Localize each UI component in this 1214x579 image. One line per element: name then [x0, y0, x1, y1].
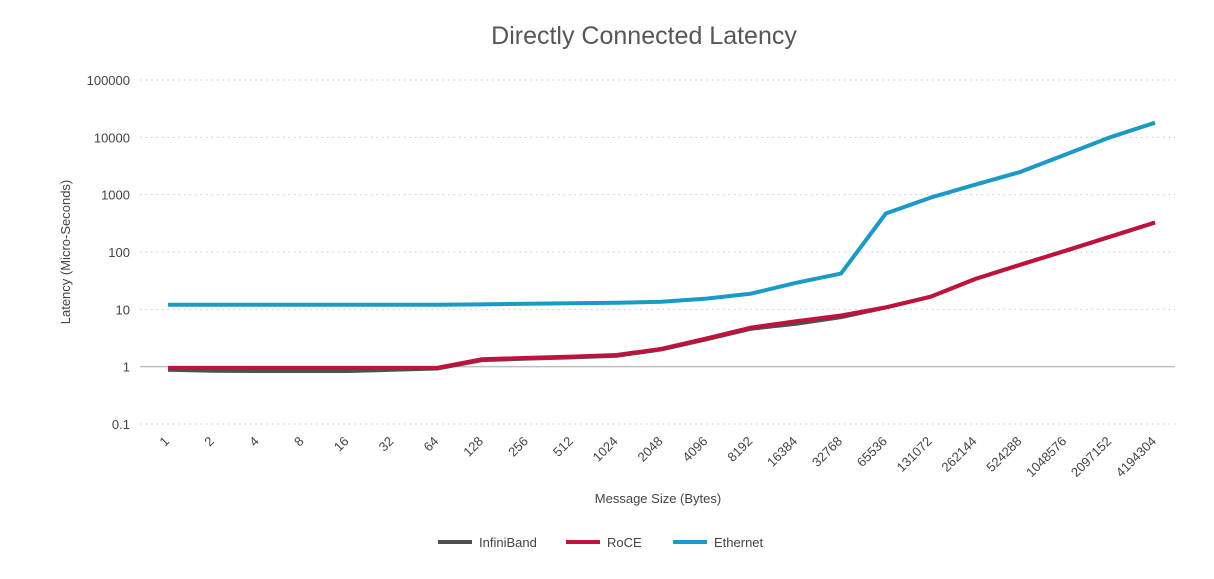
x-tick-label: 524288 [983, 434, 1024, 475]
x-tick-label: 131072 [894, 434, 935, 475]
x-tick-label: 16384 [764, 434, 800, 470]
y-tick-label: 100000 [87, 73, 130, 88]
y-tick-label: 1 [123, 360, 130, 375]
x-tick-label: 32 [376, 434, 397, 455]
y-tick-label: 0.1 [112, 417, 130, 432]
x-tick-label: 128 [460, 434, 486, 460]
x-tick-label: 512 [550, 434, 576, 460]
legend-label: Ethernet [714, 535, 764, 550]
legend-label: InfiniBand [479, 535, 537, 550]
x-tick-label: 1 [156, 434, 172, 450]
legend: InfiniBand RoCE Ethernet [438, 535, 764, 550]
x-tick-label: 64 [420, 434, 441, 455]
x-tick-label: 16 [331, 434, 352, 455]
x-tick-label: 8192 [724, 434, 755, 465]
x-tick-label: 65536 [854, 434, 890, 470]
series-line-ethernet [168, 120, 1156, 307]
x-tick-label: 2048 [635, 434, 666, 465]
x-tick-label: 32768 [809, 434, 845, 470]
y-tick-label: 10000 [94, 130, 130, 145]
x-tick-label: 4194304 [1113, 434, 1159, 480]
series-line-roce [168, 220, 1156, 370]
y-axis-label: Latency (Micro-Seconds) [58, 180, 73, 325]
y-tick-label: 10 [116, 302, 130, 317]
x-tick-label: 256 [505, 434, 531, 460]
x-tick-label: 4 [246, 434, 262, 450]
x-tick-label: 2 [201, 434, 217, 450]
chart-title: Directly Connected Latency [491, 22, 797, 50]
x-axis-label: Message Size (Bytes) [595, 491, 721, 506]
x-tick-label: 2097152 [1068, 434, 1114, 480]
x-tick-label: 4096 [679, 434, 710, 465]
x-tick-label: 8 [291, 434, 307, 450]
x-tick-label: 262144 [938, 434, 979, 475]
x-tick-label: 1024 [590, 434, 621, 465]
y-tick-label: 1000 [101, 188, 130, 203]
legend-label: RoCE [607, 535, 642, 550]
x-tick-label: 1048576 [1023, 434, 1069, 480]
y-tick-label: 100 [108, 245, 130, 260]
